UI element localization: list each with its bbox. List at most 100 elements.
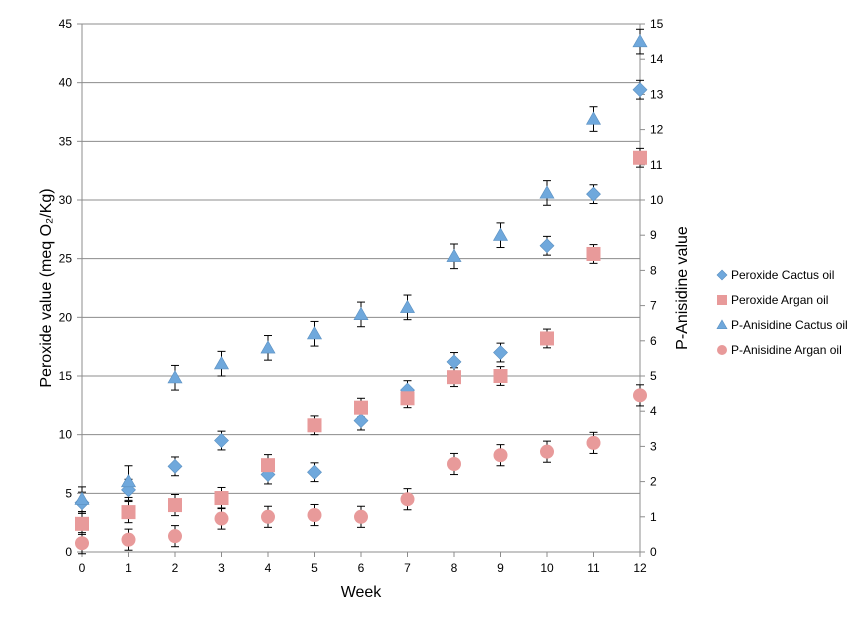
point-anisidine-cactus bbox=[399, 299, 416, 313]
right-tick-label: 8 bbox=[650, 263, 657, 277]
x-tick-label: 8 bbox=[451, 561, 458, 575]
point-anisidine-argan bbox=[168, 529, 182, 544]
right-tick-label: 7 bbox=[650, 299, 657, 313]
point-anisidine-cactus bbox=[353, 306, 369, 320]
point-anisidine-cactus bbox=[74, 491, 90, 505]
right-tick-label: 15 bbox=[650, 17, 664, 31]
point-anisidine-argan bbox=[75, 536, 89, 551]
point-peroxide-argan bbox=[354, 400, 368, 415]
point-peroxide-cactus bbox=[493, 345, 508, 360]
point-anisidine-argan bbox=[540, 444, 554, 459]
x-tick-label: 7 bbox=[404, 561, 411, 575]
point-anisidine-cactus bbox=[306, 326, 323, 340]
point-peroxide-argan bbox=[121, 505, 136, 520]
point-peroxide-cactus bbox=[539, 238, 555, 254]
x-tick-label: 3 bbox=[218, 561, 225, 575]
point-peroxide-argan bbox=[168, 498, 182, 513]
legend-label-peroxide-cactus: Peroxide Cactus oil bbox=[731, 268, 834, 282]
point-anisidine-cactus bbox=[492, 227, 509, 241]
point-anisidine-cactus bbox=[585, 111, 602, 125]
point-anisidine-argan bbox=[586, 435, 601, 450]
point-anisidine-cactus bbox=[632, 33, 648, 48]
axes bbox=[81, 24, 641, 553]
x-tick-label: 12 bbox=[633, 561, 647, 575]
point-peroxide-argan bbox=[633, 150, 647, 165]
right-tick-label: 0 bbox=[650, 545, 657, 559]
point-anisidine-argan bbox=[261, 509, 275, 524]
left-tick-label: 10 bbox=[59, 428, 73, 442]
point-anisidine-argan bbox=[214, 511, 229, 526]
legend-label-anisidine-argan: P-Anisidine Argan oil bbox=[731, 343, 842, 357]
right-tick-label: 13 bbox=[650, 87, 664, 101]
left-axis-ticks: 0 5 10 15 20 25 30 35 40 45 bbox=[59, 17, 82, 559]
point-anisidine-argan bbox=[121, 532, 136, 547]
x-tick-label: 2 bbox=[172, 561, 179, 575]
point-peroxide-cactus bbox=[353, 413, 369, 429]
point-anisidine-argan bbox=[400, 492, 415, 507]
point-anisidine-cactus bbox=[167, 370, 183, 384]
point-peroxide-cactus bbox=[446, 354, 462, 370]
point-anisidine-argan bbox=[493, 448, 508, 463]
right-tick-label: 6 bbox=[650, 334, 657, 348]
point-peroxide-argan bbox=[261, 458, 275, 473]
left-tick-label: 5 bbox=[65, 486, 72, 500]
point-peroxide-argan bbox=[75, 516, 89, 531]
point-peroxide-argan bbox=[586, 246, 601, 261]
point-peroxide-argan bbox=[214, 491, 229, 506]
point-peroxide-cactus bbox=[167, 458, 183, 474]
point-peroxide-cactus bbox=[586, 186, 601, 202]
legend-label-peroxide-argan: Peroxide Argan oil bbox=[731, 293, 828, 307]
point-anisidine-argan bbox=[354, 509, 368, 524]
left-tick-label: 0 bbox=[65, 545, 72, 559]
point-anisidine-argan bbox=[633, 388, 647, 403]
right-tick-label: 12 bbox=[650, 123, 664, 137]
x-tick-label: 9 bbox=[497, 561, 504, 575]
right-tick-label: 11 bbox=[650, 158, 663, 172]
x-axis-title: Week bbox=[341, 584, 383, 601]
data-markers bbox=[74, 33, 648, 551]
x-tick-label: 5 bbox=[311, 561, 318, 575]
point-peroxide-argan bbox=[493, 369, 508, 383]
point-peroxide-argan bbox=[307, 418, 322, 433]
x-tick-label: 4 bbox=[265, 561, 272, 575]
right-tick-label: 3 bbox=[650, 439, 657, 453]
point-peroxide-cactus bbox=[214, 433, 229, 448]
left-axis-title: Peroxide value (meq O₂/Kg) bbox=[38, 188, 55, 387]
left-tick-label: 30 bbox=[59, 193, 73, 207]
point-peroxide-argan bbox=[400, 391, 415, 406]
point-anisidine-cactus bbox=[120, 473, 137, 488]
right-axis-title: P-Anisidine value bbox=[674, 226, 691, 350]
left-tick-label: 35 bbox=[59, 134, 73, 148]
point-anisidine-cactus bbox=[539, 185, 555, 199]
right-tick-label: 14 bbox=[650, 52, 664, 66]
left-tick-label: 25 bbox=[59, 252, 73, 266]
point-peroxide-argan bbox=[540, 331, 554, 346]
legend-marker-peroxide-argan bbox=[717, 295, 727, 305]
right-tick-label: 5 bbox=[650, 369, 657, 383]
point-anisidine-argan bbox=[307, 508, 322, 523]
legend-marker-peroxide-cactus bbox=[716, 269, 728, 281]
left-tick-label: 45 bbox=[59, 17, 73, 31]
left-tick-label: 40 bbox=[59, 76, 73, 90]
legend-marker-anisidine-argan bbox=[717, 345, 727, 355]
point-peroxide-argan bbox=[447, 370, 461, 385]
right-tick-label: 2 bbox=[650, 475, 657, 489]
right-tick-label: 10 bbox=[650, 193, 664, 207]
right-tick-label: 4 bbox=[650, 404, 657, 418]
legend-label-anisidine-cactus: P-Anisidine Cactus oil bbox=[731, 318, 848, 332]
right-tick-label: 1 bbox=[650, 510, 657, 524]
point-anisidine-cactus bbox=[260, 340, 276, 354]
point-anisidine-cactus bbox=[446, 248, 462, 262]
legend: Peroxide Cactus oil Peroxide Argan oil P-A… bbox=[716, 268, 848, 357]
x-tick-label: 1 bbox=[125, 561, 132, 575]
x-tick-label: 11 bbox=[587, 561, 600, 575]
right-tick-label: 9 bbox=[650, 228, 657, 242]
x-axis-ticks: 0 1 2 3 4 5 6 7 8 9 10 11 12 bbox=[79, 552, 647, 575]
point-anisidine-argan bbox=[447, 457, 461, 471]
error-bars bbox=[78, 28, 644, 555]
x-tick-label: 6 bbox=[358, 561, 365, 575]
x-tick-label: 10 bbox=[540, 561, 554, 575]
